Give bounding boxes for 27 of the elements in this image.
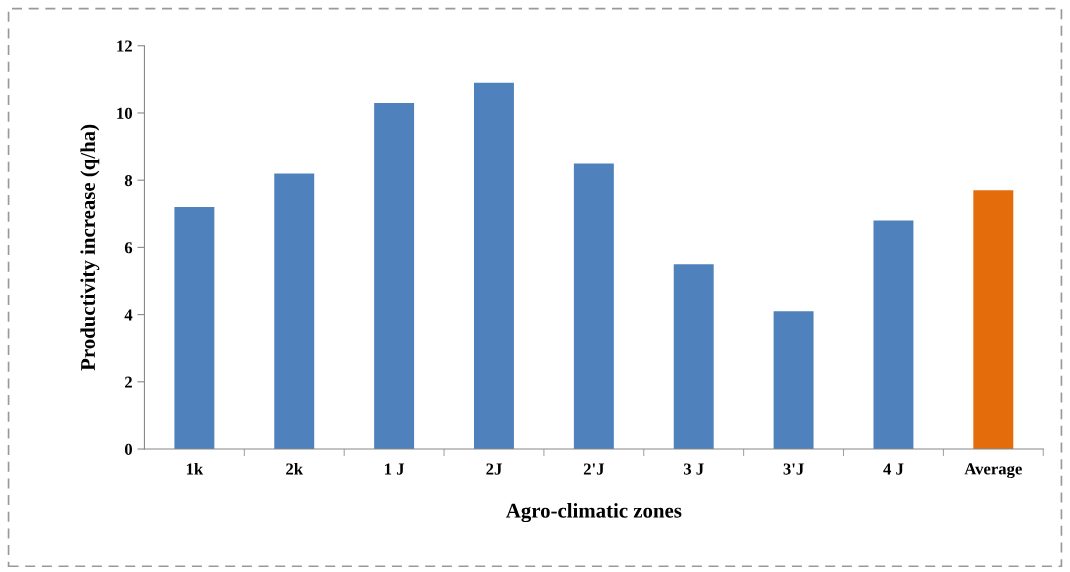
y-tick-label: 6	[124, 242, 133, 254]
x-axis-title: Agro-climatic zones	[506, 503, 682, 523]
x-tick-label: 1 J	[385, 463, 405, 475]
x-tick-label: 2J	[486, 463, 502, 475]
x-tick-label: 1k	[186, 462, 204, 475]
bar	[374, 102, 415, 450]
bar	[673, 264, 714, 450]
y-tick-label: 12	[117, 40, 132, 52]
y-axis-title: Productivity increase (q/ha)	[80, 124, 100, 371]
y-tick-label: 10	[117, 107, 133, 119]
y-tick-label: 0	[124, 443, 133, 455]
x-tick-label: 2k	[286, 462, 304, 475]
bar	[474, 82, 514, 450]
x-tick-label: Average	[964, 463, 1022, 479]
bar	[773, 311, 814, 450]
bar	[174, 207, 215, 450]
x-tick-label: 4 J	[883, 463, 904, 475]
bar	[573, 163, 614, 450]
bar	[873, 220, 914, 450]
bar	[274, 173, 315, 450]
x-tick-label: 2'J	[583, 463, 605, 475]
bar	[973, 190, 1014, 450]
y-tick-label: 8	[124, 174, 133, 187]
y-tick-label: 4	[124, 309, 133, 321]
x-tick-label: 3'J	[783, 463, 804, 475]
y-tick-label: 2	[125, 376, 132, 388]
x-tick-label: 3 J	[683, 463, 704, 475]
